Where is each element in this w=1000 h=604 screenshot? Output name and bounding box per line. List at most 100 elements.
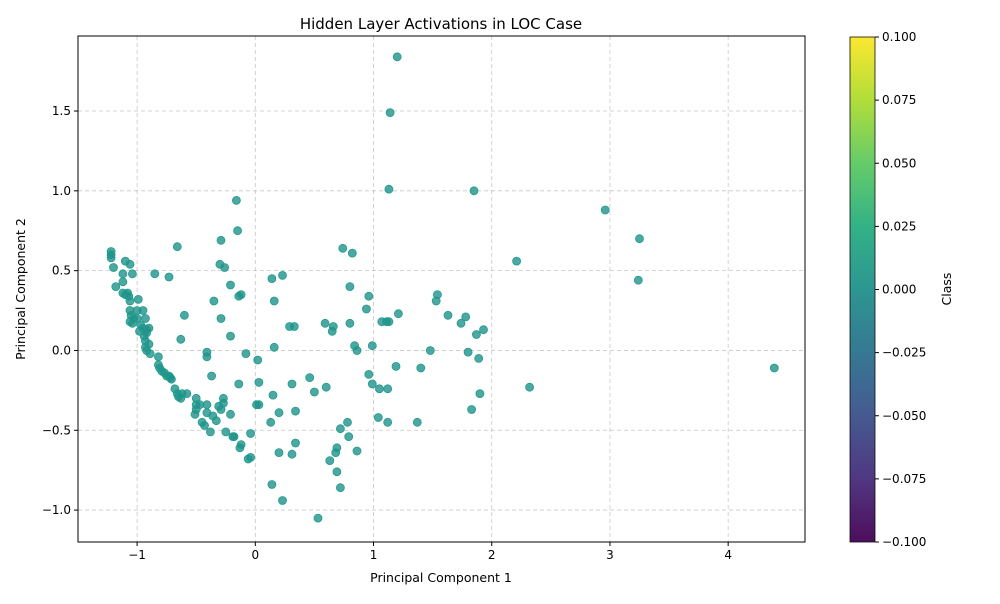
data-point [474,353,484,363]
data-point [344,432,354,442]
data-point [467,405,477,414]
data-point [332,467,342,477]
data-point [150,269,160,279]
data-point [367,341,377,351]
data-point [335,424,345,434]
colorbar-tick-label: 0.025 [882,219,916,233]
data-point [338,243,348,253]
data-point [374,384,384,394]
colorbar-tick-label: 0.000 [882,283,916,297]
data-point [469,186,479,196]
data-point [246,429,256,438]
data-point [253,355,263,365]
colorbar-label: Class [939,273,954,306]
data-point [106,253,116,263]
data-point [268,390,278,400]
colorbar-tick-label: 0.075 [882,93,916,107]
data-point [352,346,362,355]
colorbar-tick-label: −0.025 [882,346,926,360]
data-point [305,373,315,383]
colorbar [849,36,876,543]
data-point [218,398,228,408]
data-point [287,449,297,459]
data-point [138,306,148,315]
data-point [373,413,383,422]
data-point [274,408,284,418]
data-point [231,195,241,205]
x-tick-label: 1 [370,548,378,562]
data-point [144,323,154,333]
data-point [278,270,287,280]
data-point [190,409,200,419]
y-tick-label: −0.5 [42,423,71,437]
colorbar-tick-label: −0.100 [882,535,926,549]
y-tick-label: −1.0 [42,503,71,517]
data-point [267,480,277,489]
data-point [525,382,534,392]
data-point [233,226,243,236]
data-point [200,421,209,430]
x-axis-ticks: −1 0 1 2 3 4 [128,542,732,562]
data-point [332,443,342,453]
data-point [145,349,155,359]
data-point [127,269,137,279]
data-point [463,347,473,357]
data-point [471,330,481,339]
data-point [769,363,779,373]
data-point [633,275,643,285]
data-point [412,417,422,427]
data-point [291,438,300,448]
x-tick-label: 2 [488,548,496,562]
data-point [209,296,219,306]
data-point [320,318,330,328]
data-point [153,352,163,362]
y-axis-label: Principal Component 2 [13,218,28,360]
data-point [221,427,231,437]
data-point [246,452,256,462]
data-point [345,282,355,292]
data-point [383,384,393,394]
data-point [384,184,394,194]
data-point [220,263,230,272]
data-point [216,314,226,323]
data-point [266,417,276,427]
grid-lines [78,36,805,542]
x-axis-label: Principal Component 1 [370,570,512,585]
data-point [313,513,323,523]
data-point [182,389,192,399]
data-point [226,409,235,419]
data-point [202,400,212,410]
data-point [479,325,488,335]
data-point [179,310,189,320]
data-point [125,259,135,269]
data-point [461,312,471,322]
data-point [269,342,279,352]
data-point [309,387,319,397]
data-point [384,317,394,327]
data-point [385,108,395,117]
data-point [140,314,150,323]
data-point [202,352,212,362]
x-tick-label: 4 [724,548,732,562]
data-point [236,290,246,300]
data-point [347,248,357,258]
colorbar-tick-label: −0.050 [882,409,926,423]
data-point [364,291,374,301]
data-point [267,274,277,284]
data-point [291,406,300,416]
data-point [432,290,442,300]
data-point [269,296,279,306]
data-point [125,296,135,306]
data-point [166,374,176,384]
data-point [289,322,299,331]
data-point [392,52,402,62]
data-point [211,416,221,426]
data-point [236,440,246,450]
colorbar-ticks: −0.100 −0.075 −0.050 −0.025 0.000 0.025 0.050 0… [875,30,926,549]
data-point [335,483,345,493]
data-point [207,371,217,381]
y-tick-label: 0.5 [52,264,71,278]
data-point [325,456,335,466]
data-point [164,272,174,282]
